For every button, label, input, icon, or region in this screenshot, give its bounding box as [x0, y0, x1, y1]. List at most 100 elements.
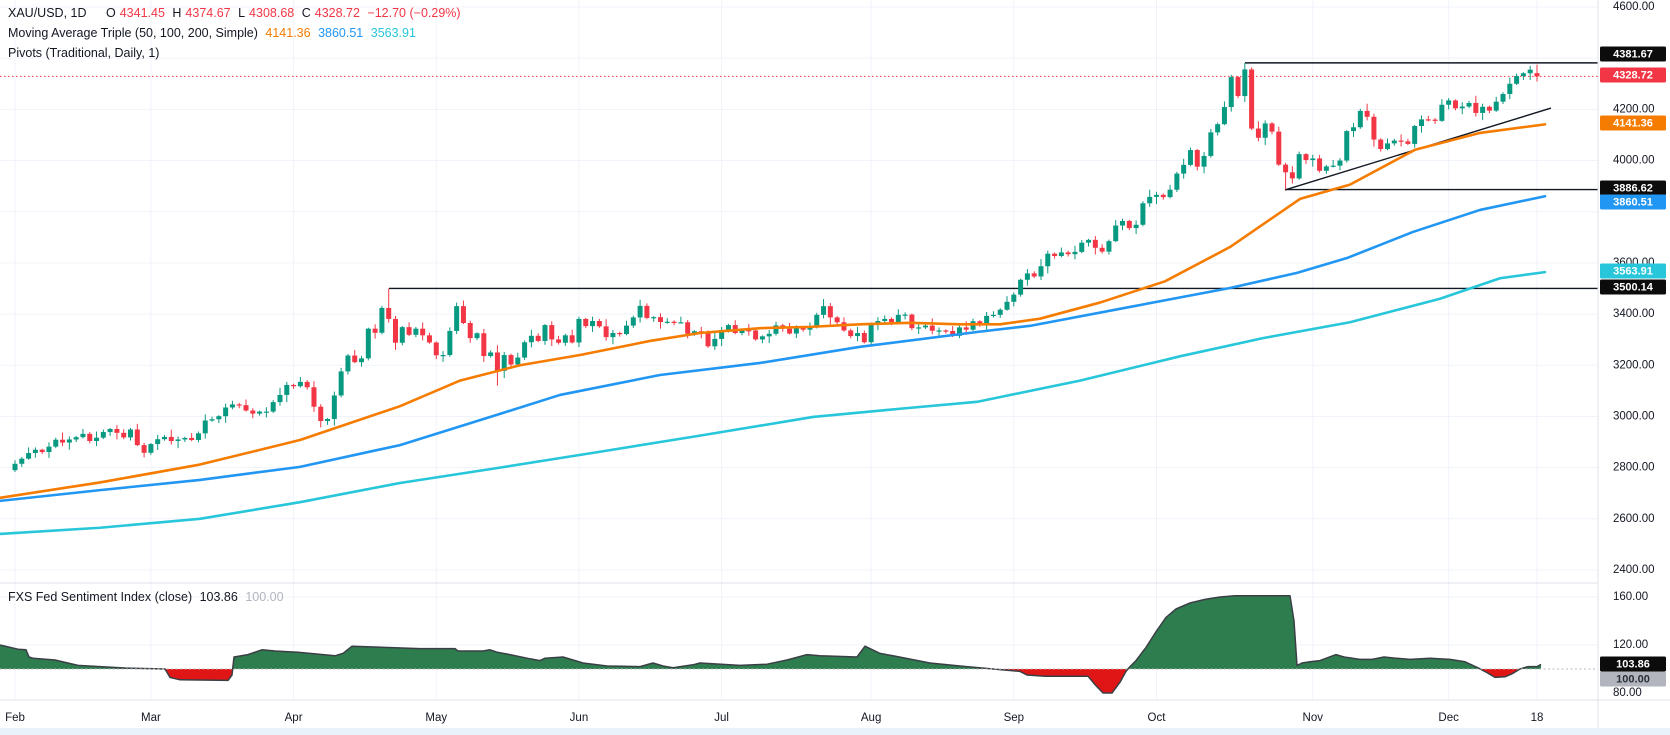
candle-body: [950, 330, 956, 336]
candle-body: [644, 305, 650, 318]
candle-body: [522, 342, 528, 358]
candle-body: [392, 318, 398, 343]
candle-body: [895, 314, 901, 323]
candle-body: [107, 428, 113, 433]
candle-body: [1086, 239, 1092, 243]
candle-body: [161, 436, 167, 440]
candle-body: [868, 323, 874, 343]
candle-body: [759, 336, 765, 340]
candle-body: [556, 339, 562, 343]
candle-body: [1031, 273, 1037, 277]
sentiment-area-positive[interactable]: [0, 595, 1541, 693]
candle-body: [32, 449, 38, 454]
candle-body: [1099, 247, 1105, 252]
candle-body: [379, 307, 385, 333]
candle-body: [943, 330, 949, 332]
candle-body: [1262, 123, 1268, 138]
axis-badge-value: 3563.91: [1613, 266, 1653, 278]
sentiment-legend-row[interactable]: FXS Fed Sentiment Index (close) 103.86 1…: [8, 590, 288, 604]
candle-body: [1174, 173, 1180, 190]
candle-body: [834, 317, 840, 323]
candle-body: [1303, 154, 1309, 161]
price-tick-label: 3200.00: [1613, 359, 1655, 371]
ma50-value: 4141.36: [265, 26, 311, 40]
candle-body: [1160, 194, 1166, 198]
candle-body: [1215, 124, 1221, 133]
candle-body: [1337, 160, 1343, 166]
candle-body: [26, 453, 32, 459]
candle-body: [739, 330, 745, 334]
candle-body: [338, 371, 344, 396]
candle-body: [963, 327, 969, 330]
candle-body: [1364, 110, 1370, 117]
ma-indicator-title[interactable]: Moving Average Triple (50, 100, 200, Sim…: [8, 26, 258, 40]
candle-body: [603, 326, 609, 338]
price-tick-label: 4200.00: [1613, 103, 1655, 115]
price-axis-labels[interactable]: 4600.004200.004000.003600.003400.003200.…: [1613, 1, 1655, 699]
candle-body: [787, 328, 793, 334]
ma100-line[interactable]: [0, 194, 1547, 503]
candle-body: [1018, 279, 1024, 295]
candle-body: [1296, 154, 1302, 179]
ma200-line[interactable]: [0, 270, 1547, 536]
candle-body: [1133, 224, 1139, 229]
candle-body: [596, 320, 602, 327]
candle-body: [277, 394, 283, 403]
candle-body: [134, 429, 140, 446]
symbol-legend-row[interactable]: XAU/USD, 1D O 4341.45 H 4374.67 L 4308.68 C…: [8, 6, 465, 20]
candle-body: [94, 437, 100, 442]
candle-body: [352, 355, 358, 363]
candle-body: [800, 327, 806, 330]
candle-body: [46, 446, 52, 453]
candle-body: [590, 320, 596, 327]
pivots-indicator-title[interactable]: Pivots (Traditional, Daily, 1): [8, 46, 160, 60]
candle-body: [1289, 172, 1295, 179]
candle-body: [460, 306, 466, 324]
ma50-line[interactable]: [0, 123, 1547, 500]
candle-body: [875, 320, 881, 324]
candle-body: [671, 321, 677, 323]
sentiment-indicator-title[interactable]: FXS Fed Sentiment Index (close): [8, 590, 193, 604]
candle-body: [440, 355, 446, 357]
candlestick-series[interactable]: [12, 62, 1540, 472]
candle-body: [1507, 83, 1513, 95]
candle-body: [657, 317, 663, 323]
candle-body: [236, 404, 242, 406]
candle-body: [12, 463, 18, 471]
axis-badge-value: 3886.62: [1613, 183, 1653, 195]
candle-body: [19, 458, 25, 464]
candle-body: [494, 352, 500, 371]
candle-body: [304, 381, 310, 388]
candle-body: [297, 381, 303, 387]
candle-body: [793, 327, 799, 334]
candle-body: [1412, 125, 1418, 144]
candle-body: [488, 352, 494, 357]
axis-badge-value: 100.00: [1616, 674, 1650, 686]
candle-body: [1038, 266, 1044, 277]
price-tick-label: 2600.00: [1613, 513, 1655, 525]
candle-body: [291, 384, 297, 387]
pivots-legend-row[interactable]: Pivots (Traditional, Daily, 1): [8, 46, 163, 60]
candle-body: [481, 333, 487, 357]
time-axis-label: Dec: [1438, 712, 1459, 724]
candle-body: [1181, 164, 1187, 174]
candle-body: [189, 437, 195, 440]
candle-body: [1418, 119, 1424, 126]
candle-body: [1446, 100, 1452, 105]
candle-body: [1269, 123, 1275, 132]
candle-body: [141, 445, 147, 453]
symbol-title[interactable]: XAU/USD, 1D: [8, 6, 87, 20]
candle-body: [630, 317, 636, 326]
ma100-value: 3860.51: [318, 26, 364, 40]
time-axis-labels[interactable]: Feb Mar Apr May Jun Jul Aug Sep Oct Nov Dec 18: [5, 712, 1543, 724]
candle-body: [1140, 203, 1146, 225]
candle-body: [977, 321, 983, 324]
candle-body: [454, 306, 460, 331]
candle-body: [433, 342, 439, 356]
ma200-value: 3563.91: [370, 26, 416, 40]
sentiment-line: [0, 595, 1542, 694]
ma-legend-row[interactable]: Moving Average Triple (50, 100, 200, Sim…: [8, 26, 420, 40]
candle-body: [725, 325, 731, 330]
